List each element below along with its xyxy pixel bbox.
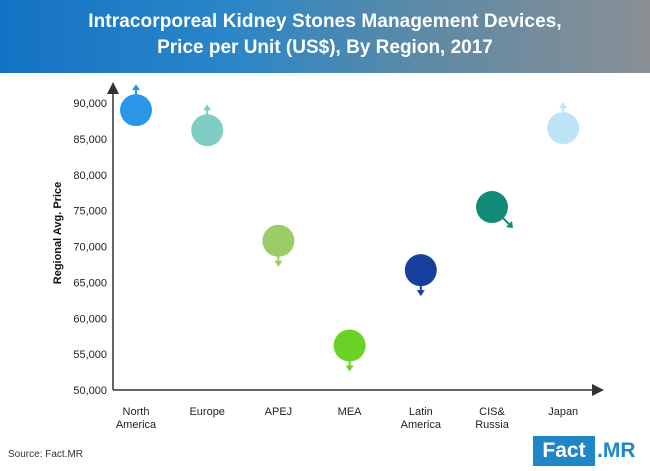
x-tick-label: MEA xyxy=(338,406,363,418)
y-tick-label: 70,000 xyxy=(73,242,107,254)
logo-fact-text: Fact xyxy=(533,436,595,466)
logo-mr-text: .MR xyxy=(597,439,636,462)
x-tick-label: Latin America xyxy=(401,406,442,431)
data-point xyxy=(547,112,580,145)
data-point xyxy=(120,94,152,127)
y-tick-label: 85,000 xyxy=(73,134,107,146)
chart-header: Intracorporeal Kidney Stones Management … xyxy=(0,0,650,73)
trend-arrow-head xyxy=(345,365,354,372)
factmr-logo: Fact .MR xyxy=(533,436,650,466)
x-tick-label: APEJ xyxy=(265,406,293,418)
data-point xyxy=(191,114,224,147)
trend-arrow-head xyxy=(559,102,568,109)
y-axis-ticks: 90,000 85,000 80,000 75,000 70,000 65,000 60,0… xyxy=(73,98,107,397)
trend-arrow-head xyxy=(203,104,212,111)
y-tick-label: 75,000 xyxy=(73,206,107,218)
data-point xyxy=(476,191,508,224)
x-axis-ticks: North America Europe APEJ MEA Latin America CIS… xyxy=(116,406,578,431)
x-tick-label: Japan xyxy=(548,406,578,418)
y-tick-label: 65,000 xyxy=(73,277,107,289)
trend-arrow-head xyxy=(274,260,283,267)
trend-arrow-head xyxy=(416,290,425,297)
data-point xyxy=(333,329,366,362)
x-tick-label: Europe xyxy=(189,406,224,418)
data-point xyxy=(262,224,295,257)
trend-arrow-head xyxy=(506,221,513,229)
y-tick-label: 50,000 xyxy=(73,385,107,397)
data-point xyxy=(404,254,437,287)
x-tick-label: North America xyxy=(116,406,157,431)
y-tick-label: 60,000 xyxy=(73,313,107,325)
source-note: Source: Fact.MR xyxy=(8,449,84,460)
y-tick-label: 55,000 xyxy=(73,349,107,361)
y-tick-label: 90,000 xyxy=(73,98,107,110)
data-points xyxy=(120,84,580,372)
chart-axes xyxy=(107,82,604,396)
chart-title-line-1: Intracorporeal Kidney Stones Management … xyxy=(88,11,562,32)
trend-arrow-head xyxy=(132,84,140,91)
y-axis-label: Regional Avg. Price xyxy=(52,182,64,285)
y-tick-label: 80,000 xyxy=(73,170,107,182)
trend-arrow-shaft xyxy=(502,217,511,226)
x-tick-label: CIS& Russia xyxy=(475,406,510,431)
chart-title-line-2: Price per Unit (US$), By Region, 2017 xyxy=(157,37,493,58)
